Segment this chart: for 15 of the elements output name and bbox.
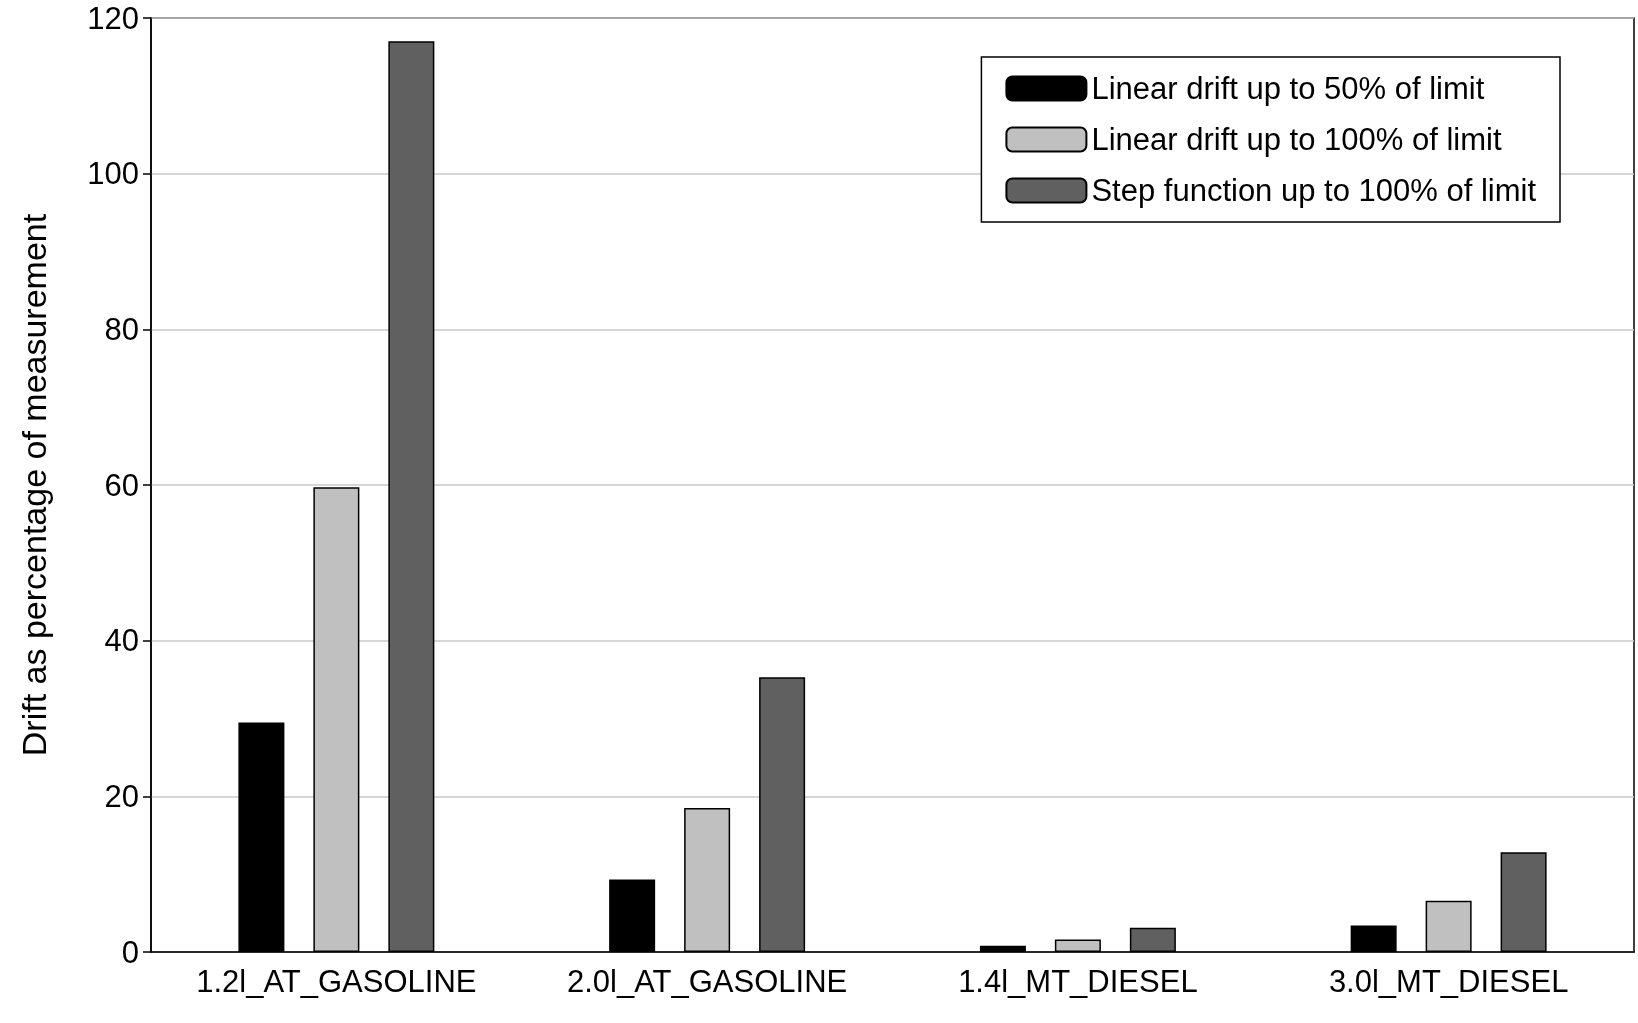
legend-label: Step function up to 100% of limit (1091, 173, 1537, 208)
y-tick-label: 0 (121, 934, 139, 970)
x-tick-label: 1.2l_AT_GASOLINE (196, 964, 477, 999)
y-axis-title: Drift as percentage of measurement (15, 213, 53, 757)
y-tick-label: 120 (87, 0, 139, 36)
x-tick-label: 1.4l_MT_DIESEL (958, 964, 1198, 999)
x-tick-label: 3.0l_MT_DIESEL (1328, 964, 1569, 999)
legend-label: Linear drift up to 50% of limit (1091, 71, 1485, 106)
legend-label: Linear drift up to 100% of limit (1091, 122, 1502, 157)
x-tick-label: 2.0l_AT_GASOLINE (566, 964, 848, 999)
y-tick-label: 80 (104, 311, 139, 347)
y-tick-label: 100 (87, 156, 139, 192)
y-tick-label: 60 (104, 467, 139, 503)
y-tick-label: 40 (104, 623, 139, 659)
y-tick-label: 20 (104, 778, 139, 814)
